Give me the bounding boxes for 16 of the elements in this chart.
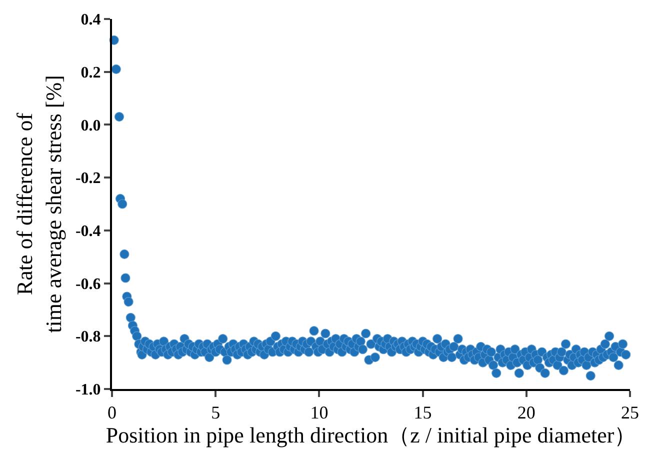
y-tick-label: -1.0 bbox=[75, 382, 101, 399]
y-tick-label: -0.6 bbox=[75, 276, 101, 293]
x-axis-title: Position in pipe length direction（z / initial pipe diameter） bbox=[106, 422, 636, 448]
y-tick-label: -0.8 bbox=[75, 328, 101, 346]
y-tick-label: 0.4 bbox=[80, 12, 101, 29]
x-tick-label: 25 bbox=[621, 402, 639, 423]
x-tick-label: 20 bbox=[517, 402, 536, 423]
y-tick-label: -0.4 bbox=[75, 223, 101, 240]
x-tick-label: 0 bbox=[108, 402, 116, 423]
x-tick-label: 10 bbox=[310, 402, 328, 423]
x-tick-label: 15 bbox=[414, 402, 432, 423]
y-tick-label: -0.2 bbox=[75, 170, 101, 188]
y-tick-label: 0.2 bbox=[80, 64, 101, 82]
y-axis-title: Rate of difference of time average shear stress [%] bbox=[12, 75, 66, 333]
x-tick-label: 5 bbox=[211, 402, 220, 423]
y-tick-label: 0.0 bbox=[80, 117, 101, 134]
